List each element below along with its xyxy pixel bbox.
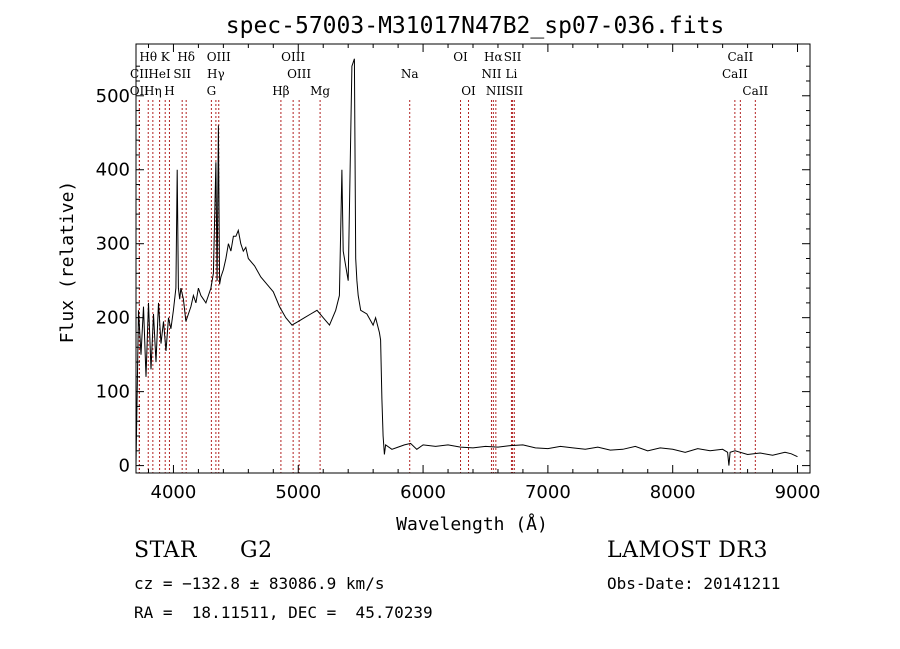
line-label: OII	[130, 84, 150, 98]
x-tick-label: 9000	[775, 482, 821, 503]
line-label: H	[164, 84, 174, 98]
spectrum-line	[135, 58, 798, 466]
line-label: Li	[506, 67, 518, 81]
coordinates: RA = 18.11511, DEC = 45.70239	[134, 603, 433, 622]
line-label: CaII	[742, 84, 768, 98]
observation-date: Obs-Date: 20141211	[607, 574, 781, 593]
line-label: SII	[504, 50, 522, 64]
plot-frame	[135, 43, 811, 474]
line-label: Hθ	[139, 50, 157, 64]
object-subclass: G2	[240, 538, 273, 563]
line-label: NII	[486, 84, 506, 98]
survey-name: LAMOST DR3	[607, 538, 768, 563]
line-label: Hβ	[272, 84, 289, 98]
line-label: NII	[481, 67, 501, 81]
line-label: OI	[453, 50, 468, 64]
line-label: OI	[461, 84, 476, 98]
line-label: OIII	[281, 50, 305, 64]
line-label: G	[207, 84, 217, 98]
line-label: Hη	[144, 84, 162, 98]
x-tick-label: 8000	[650, 482, 696, 503]
line-label: Na	[401, 67, 419, 81]
line-label: CaII	[722, 67, 748, 81]
line-label: Hδ	[177, 50, 195, 64]
line-label: Mg	[310, 84, 330, 98]
line-label: HeI	[148, 67, 171, 81]
y-tick-label: 0	[119, 456, 130, 477]
y-tick-label: 400	[96, 160, 130, 181]
line-label: Hγ	[207, 67, 225, 81]
redshift-info: cz = −132.8 ± 83086.9 km/s	[134, 574, 385, 593]
y-axis-ticks: 0 100 200 300 400 500	[96, 65, 810, 477]
line-label: Hα	[484, 50, 503, 64]
y-axis-label: Flux (relative)	[57, 181, 78, 344]
y-tick-label: 200	[96, 308, 130, 329]
line-label: OIII	[287, 67, 311, 81]
y-tick-label: 300	[96, 234, 130, 255]
spectral-line-markers	[138, 100, 756, 473]
x-tick-label: 6000	[400, 482, 446, 503]
line-label: K	[161, 50, 171, 64]
object-class: STAR	[134, 538, 197, 563]
line-label: CII	[130, 67, 149, 81]
x-tick-label: 5000	[275, 482, 321, 503]
x-tick-label: 4000	[151, 482, 197, 503]
y-tick-label: 100	[96, 382, 130, 403]
x-axis-label: Wavelength (Å)	[396, 513, 548, 535]
line-label: SII	[505, 84, 523, 98]
y-tick-label: 500	[96, 86, 130, 107]
x-tick-label: 7000	[525, 482, 571, 503]
chart-title: spec-57003-M31017N47B2_sp07-036.fits	[226, 13, 725, 39]
line-label: CaII	[727, 50, 753, 64]
line-label: SII	[173, 67, 191, 81]
line-label: OIII	[207, 50, 231, 64]
x-axis-ticks: 4000 5000 6000 7000 8000 9000	[147, 44, 821, 503]
